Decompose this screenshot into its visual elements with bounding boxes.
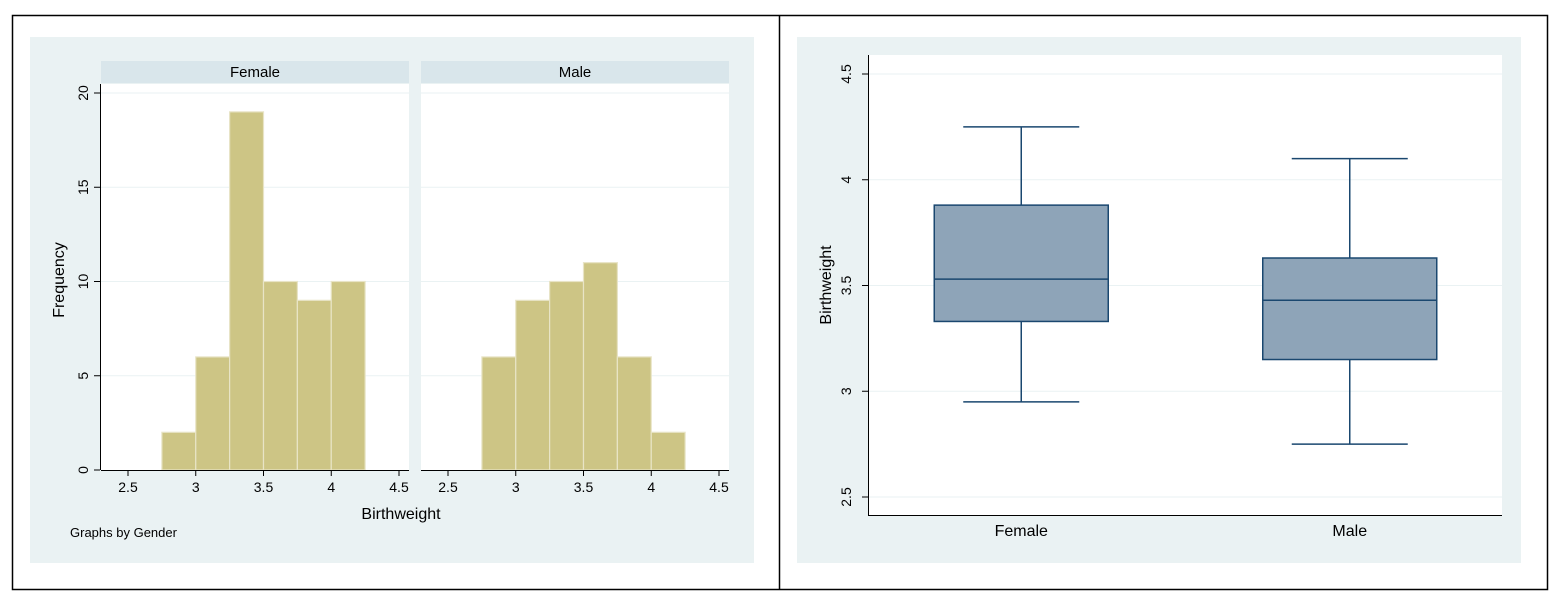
bar-female-6 — [330, 280, 366, 471]
boxplot-chart: 2.5 3 3.5 4 4.5 Female Male Birthweight — [797, 37, 1521, 563]
facet-female-label: Female — [230, 64, 280, 81]
facet-male-bars — [481, 262, 686, 471]
facet-male-label: Male — [559, 64, 592, 81]
y-tick-label: 3.5 — [838, 276, 854, 296]
boxplot-y-label: Birthweight — [818, 245, 835, 325]
x-tick-label: 3 — [512, 479, 520, 495]
bar-male-6 — [650, 431, 686, 471]
x-tick-label: 4.5 — [709, 479, 729, 495]
x-category-label-male: Male — [1332, 523, 1367, 540]
facet-female-x-ticks: 2.5 3 3.5 4 4.5 — [118, 470, 409, 495]
x-tick-label: 4 — [647, 479, 655, 495]
y-tick-label: 4.5 — [838, 64, 854, 84]
y-tick-label: 0 — [75, 466, 91, 474]
box-female — [933, 126, 1109, 403]
facet-female-strip — [101, 61, 409, 83]
y-tick-label: 10 — [75, 274, 91, 290]
bar-male-5 — [616, 356, 652, 471]
iqr-box — [1262, 257, 1438, 361]
facet-male: Male 2.5 3 3.5 4 4.5 — [421, 61, 729, 495]
x-tick-label: 3.5 — [254, 479, 274, 495]
bar-female-2 — [195, 356, 231, 471]
x-tick-label: 3 — [192, 479, 200, 495]
box-male — [1262, 157, 1438, 445]
facet-male-x-ticks: 2.5 3 3.5 4 4.5 — [438, 470, 729, 495]
x-category-label-female: Female — [995, 523, 1048, 540]
histogram-x-label: Birthweight — [361, 506, 441, 523]
y-tick-label: 20 — [75, 85, 91, 101]
bar-female-4 — [262, 280, 298, 471]
bar-male-3 — [549, 280, 585, 471]
facet-male-strip — [421, 61, 729, 83]
bar-male-2 — [515, 299, 551, 471]
bar-female-3 — [229, 111, 265, 471]
facet-female-bars — [161, 111, 366, 471]
bar-female-5 — [296, 299, 332, 471]
y-tick-label: 15 — [75, 179, 91, 195]
histogram-note: Graphs by Gender — [70, 525, 178, 540]
histogram-chart: Female 2.5 3 3.5 4 4.5 Male 2.5 3 3.5 4 4.5 0 5 10… — [30, 37, 754, 563]
y-tick-label: 3 — [838, 387, 854, 395]
iqr-box — [933, 204, 1109, 323]
histogram-y-ticks: 0 5 10 15 20 — [75, 85, 100, 474]
facet-female: Female 2.5 3 3.5 4 4.5 — [101, 61, 409, 495]
bar-male-1 — [481, 356, 517, 471]
x-tick-label: 2.5 — [438, 479, 458, 495]
boxplot-boxes — [933, 126, 1438, 445]
y-tick-label: 5 — [75, 372, 91, 380]
y-tick-label: 4 — [838, 176, 854, 184]
x-tick-label: 2.5 — [118, 479, 138, 495]
y-tick-label: 2.5 — [838, 487, 854, 507]
bar-female-1 — [161, 431, 197, 471]
x-tick-label: 4.5 — [389, 479, 409, 495]
bar-male-4 — [582, 262, 618, 471]
boxplot-x-labels: Female Male — [995, 523, 1368, 540]
boxplot-y-ticks: 2.5 3 3.5 4 4.5 — [838, 64, 868, 507]
histogram-y-label: Frequency — [51, 242, 68, 318]
x-tick-label: 4 — [327, 479, 335, 495]
x-tick-label: 3.5 — [574, 479, 594, 495]
